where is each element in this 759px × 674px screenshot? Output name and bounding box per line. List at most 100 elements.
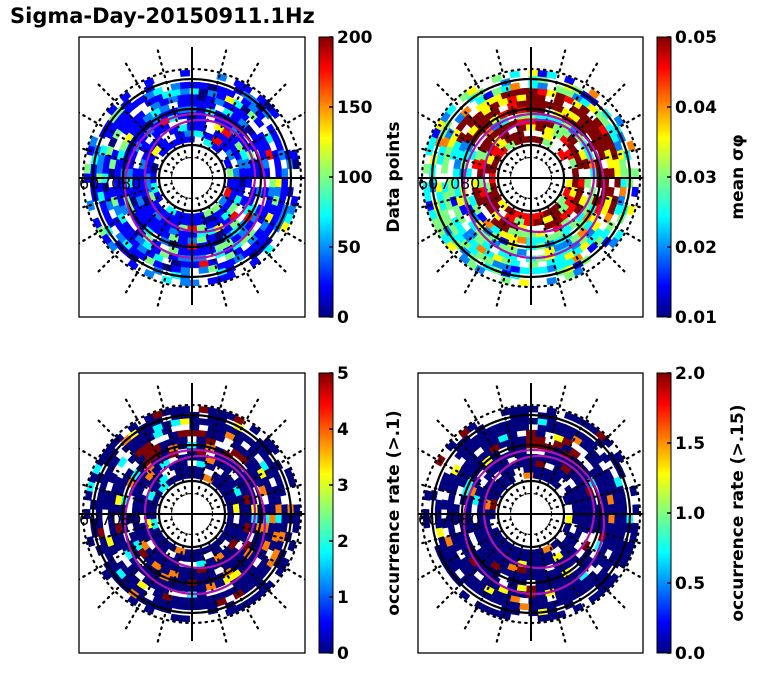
mlt-grid-line [494,532,527,646]
mlat-label: 80 [460,510,480,529]
heatmap-cell [269,177,277,189]
heatmap-cell [179,69,190,77]
heatmap-cell [179,261,191,269]
heatmap-cell [537,614,548,623]
panel-frame [78,372,306,654]
colorbar-tick-label: 1.0 [675,504,705,524]
mlt-grid-line [535,196,568,310]
heatmap-cell [608,503,616,515]
heatmap-cell [198,266,209,274]
colorbar: 0.01 0.02 0.03 0.04 0.05 mean σφ [656,28,748,328]
colorbar-tick-label: 2.0 [675,364,705,384]
mlt-grid-line [462,395,523,498]
heatmap-cell [588,592,600,604]
mlt-grid-line [418,111,515,170]
mlt-grid-line [539,395,600,498]
colorbar-tick-label: 1 [337,588,349,608]
heatmap-cell [281,168,289,179]
heatmap-cell [245,167,253,179]
heatmap-cell [423,489,432,501]
heatmap-cell [618,158,627,170]
mlt-grid-line [494,196,527,310]
heatmap-cell [198,602,209,610]
colorbar-tick-label: 0 [337,644,349,664]
heatmap-cell [522,135,534,143]
heatmap-cell [586,242,599,254]
heatmap-cell [269,503,277,515]
heatmap-cell [170,613,181,622]
heatmap-cell [571,167,580,179]
heatmap-cell [620,168,628,179]
mlt-grid-line [95,417,179,501]
colorbar-tick-label: 0.04 [675,98,717,118]
colorbar-tick-label: 0 [337,308,349,328]
colorbar-tick-label: 2 [337,532,349,552]
colorbar-tick-label: 1.5 [675,434,705,454]
heatmap-cell [546,276,558,285]
mlt-grid-line [123,395,184,498]
heatmap-cell [198,405,209,414]
heatmap-cell [434,499,443,510]
polar-panel: 60 70 80 [417,372,644,654]
mlt-grid-line [539,194,600,297]
heatmap-cell [522,471,534,479]
heatmap-cell [563,270,576,281]
heatmap-cell [577,513,586,525]
mlt-grid-line [155,196,188,310]
heatmap-cell [152,86,164,97]
colorbar-tick-label: 200 [337,28,373,48]
colorbar-tick-label: 5 [337,364,349,384]
heatmap-cell [245,513,253,525]
heatmap-cell [183,213,195,221]
colorbar-tick-label: 0.01 [675,308,717,328]
heatmap-cell [584,503,592,515]
panel-content: 60 70 80 [79,382,305,646]
heatmap-cell [422,163,431,174]
mlt-grid-line [434,81,518,165]
auroral-oval-outer [462,112,606,260]
heatmap-cell [620,177,628,188]
heatmap-cell [179,597,191,605]
mlat-label: 80 [121,174,141,193]
heatmap-cell [518,267,530,275]
mlt-grid-line [535,46,568,160]
heatmap-cell [518,603,530,611]
heatmap-cell [584,513,592,525]
mlt-grid-line [155,382,188,496]
heatmap-cell [608,513,616,525]
polar-panel: 60 70 80 [78,36,306,318]
heatmap-cell [460,105,472,118]
heatmap-cell [152,589,164,600]
heatmap-cell [88,135,99,148]
heatmap-cell [123,467,135,480]
heatmap-cell [614,177,622,188]
heatmap-cell [112,433,125,445]
heatmap-cell [183,471,195,479]
mlt-grid-line [539,530,600,633]
mlt-grid-line [535,532,568,646]
heatmap-cell [177,429,188,438]
mlat-label: 60 [79,510,99,529]
heatmap-cell [238,177,247,189]
heatmap-cell [569,447,582,459]
heatmap-cell [281,177,289,188]
mlt-grid-line [418,186,515,245]
mlt-grid-line [95,81,179,165]
mlt-grid-line [79,522,176,581]
mlt-grid-line [200,59,261,162]
heatmap-cell [458,253,471,265]
heatmap-cell [516,248,527,257]
colorbar-tick-label: 4 [337,420,349,440]
heatmap-cell [269,107,281,120]
mlt-grid-line [494,46,527,160]
heatmap-cell [170,406,181,415]
mlt-grid-line [196,196,229,310]
heatmap-cell [509,406,520,415]
heatmap-cell [620,504,628,515]
heatmap-cell [588,88,600,100]
heatmap-cell [224,606,237,617]
mlat-label: 60 [79,174,99,193]
heatmap-cell [179,87,191,95]
panel-frame [417,36,644,318]
